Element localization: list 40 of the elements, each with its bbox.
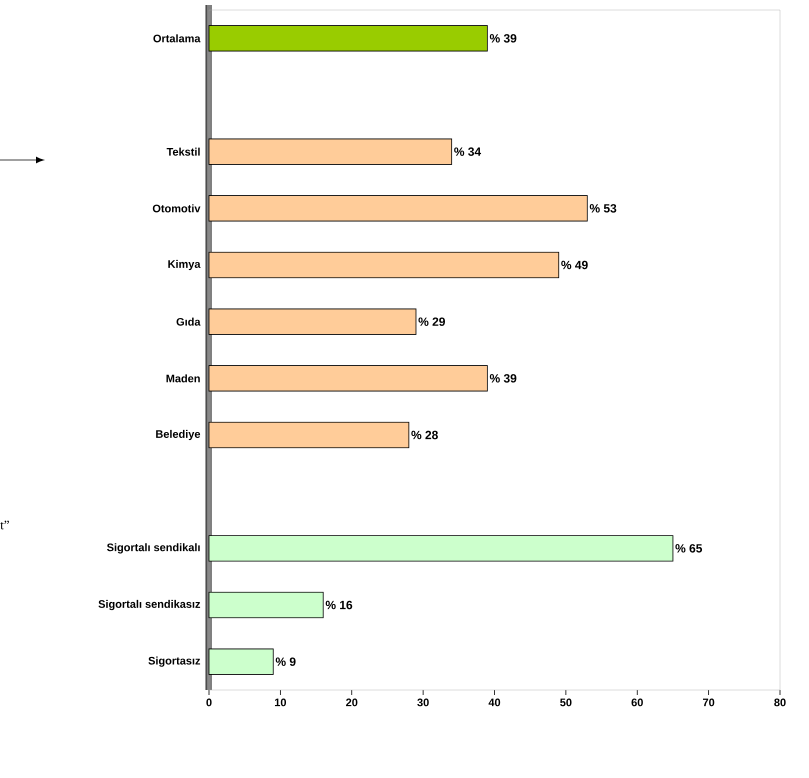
- x-tick-label: 60: [632, 698, 643, 706]
- x-tick-label: 0: [206, 698, 212, 706]
- y-tick-label: Gıda: [176, 318, 201, 326]
- y-tick-label: Maden: [166, 374, 200, 382]
- data-label: % 65: [675, 544, 702, 553]
- bar: [208, 252, 560, 278]
- y-tick-label: Belediye: [156, 430, 200, 440]
- y-tick-label: Tekstil: [166, 148, 200, 156]
- y-tick-label: Sigortasız: [148, 656, 200, 667]
- bar: [208, 308, 416, 335]
- x-tick-label: 30: [417, 698, 429, 706]
- x-tick-label: 50: [560, 698, 572, 706]
- y-tick-label: Sigortalı sendikasız: [98, 600, 200, 610]
- data-label: % 16: [326, 600, 352, 610]
- y-tick-label: Ortalama: [153, 34, 201, 42]
- data-label: % 49: [561, 260, 588, 270]
- data-label: % 39: [490, 374, 516, 383]
- bar: [208, 138, 452, 165]
- bar: [208, 422, 410, 448]
- bar: [208, 535, 674, 562]
- x-tick-label: 20: [346, 698, 358, 706]
- data-label: % 39: [490, 34, 516, 43]
- data-label: % 29: [418, 317, 445, 326]
- x-tick-label: 70: [703, 698, 714, 706]
- y-tick-label: Sigortalı sendikalı: [107, 543, 200, 554]
- data-label: % 34: [454, 147, 482, 156]
- bar: [208, 592, 324, 618]
- data-label: % 9: [276, 657, 296, 666]
- data-label: % 28: [411, 430, 438, 440]
- y-tick-label: Kimya: [168, 260, 201, 270]
- x-tick-label: 10: [274, 698, 286, 706]
- text: t”: [0, 520, 9, 530]
- bar: [208, 648, 274, 675]
- y-tick-label: Otomotiv: [152, 204, 200, 212]
- data-label: % 53: [590, 204, 616, 213]
- bar: [208, 195, 588, 222]
- bar: [208, 25, 488, 52]
- x-tick-label: 40: [488, 698, 500, 706]
- x-tick-label: 80: [774, 698, 786, 706]
- bar: [208, 365, 488, 392]
